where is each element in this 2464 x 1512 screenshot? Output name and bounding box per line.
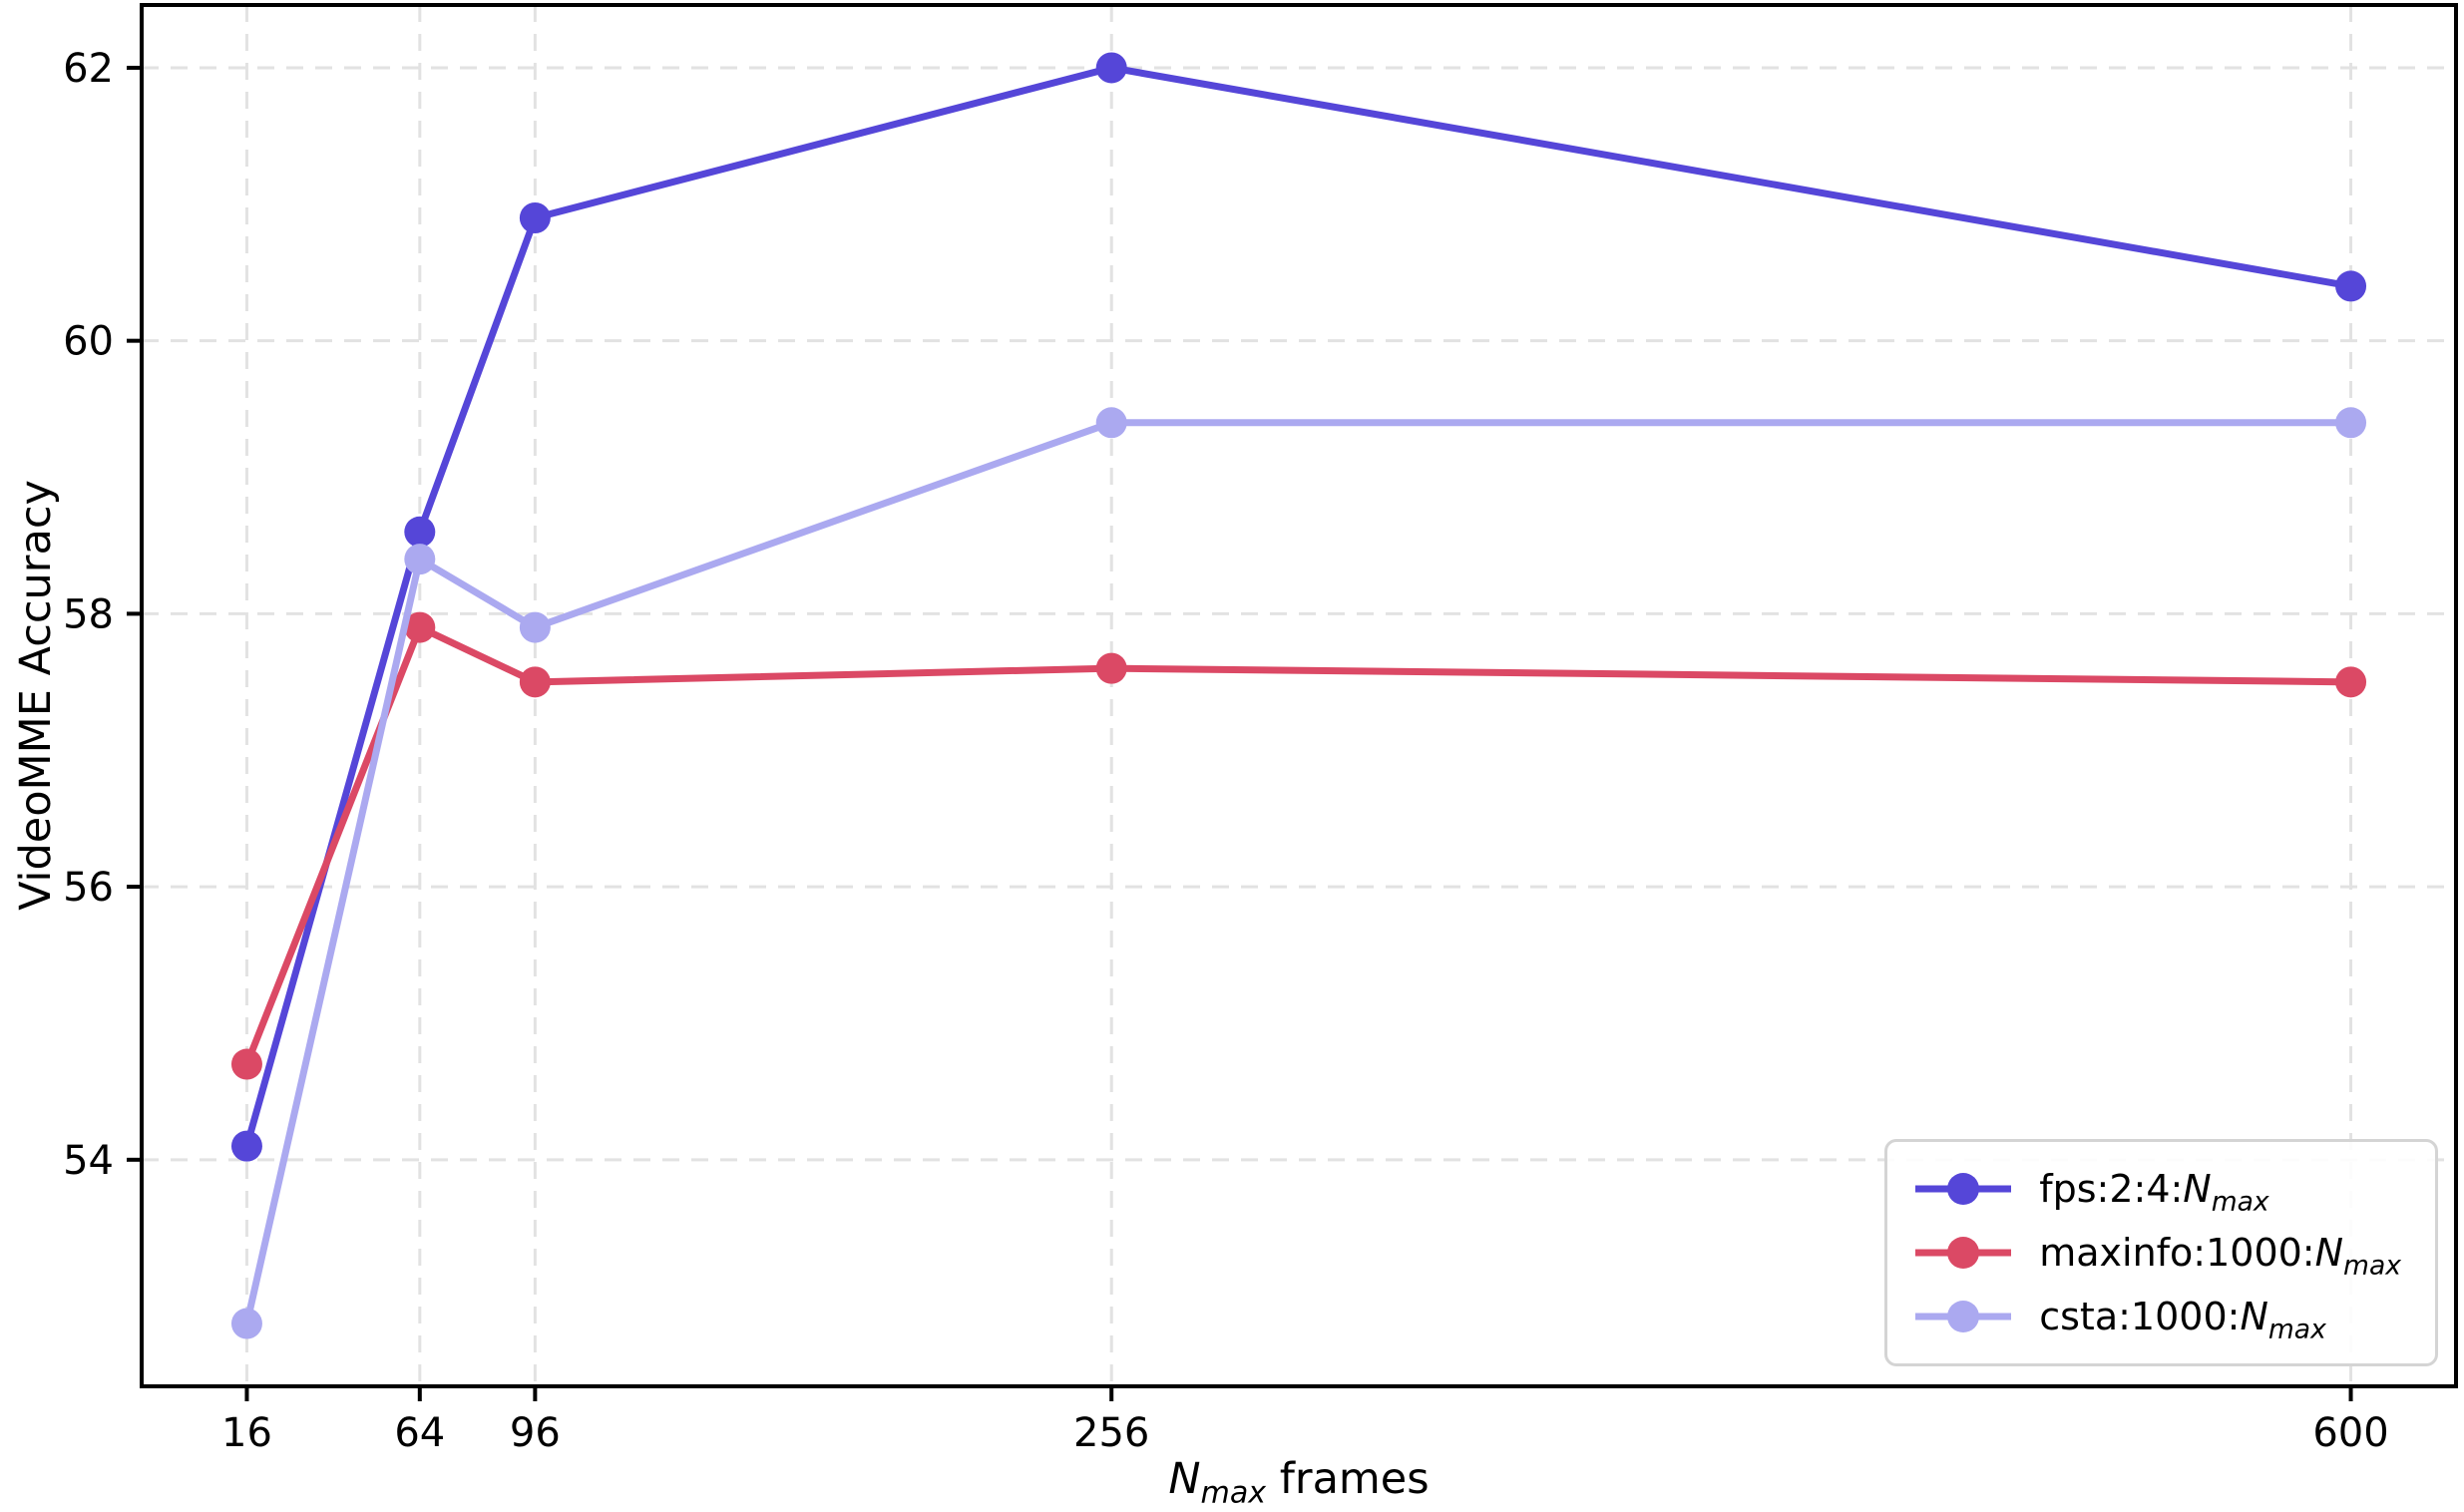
tick-marks — [127, 65, 2353, 1401]
y-tick-label: 54 — [63, 1138, 114, 1184]
x-tick-label: 600 — [2312, 1410, 2388, 1456]
x-tick-label: 96 — [510, 1410, 561, 1456]
legend-item-csta: csta:1000:Nmax — [1913, 1288, 2401, 1345]
legend-item-maxinfo: maxinfo:1000:Nmax — [1913, 1224, 2401, 1282]
y-tick-label: 60 — [63, 319, 114, 365]
data-point — [230, 1130, 262, 1162]
legend-label: maxinfo:1000:Nmax — [2039, 1231, 2401, 1282]
legend-line-marker-icon — [1915, 1173, 2012, 1205]
data-point — [2335, 270, 2367, 302]
data-point — [1095, 652, 1127, 684]
data-point — [519, 666, 551, 698]
x-axis-label-var: N — [1168, 1454, 1201, 1504]
x-tick-label: 16 — [221, 1410, 272, 1456]
data-point — [404, 611, 436, 643]
data-point — [2335, 407, 2367, 439]
axes-frame — [140, 3, 2458, 1388]
x-axis-label-rest: frames — [1266, 1454, 1430, 1504]
x-axis-label: Nmax frames — [1168, 1454, 1430, 1508]
data-point — [519, 201, 551, 233]
x-axis-label-sub: max — [1200, 1475, 1267, 1511]
data-point — [1095, 52, 1127, 84]
data-point — [519, 611, 551, 643]
y-axis-label: VideoMME Accuracy — [11, 480, 61, 911]
x-tick-label: 64 — [394, 1410, 445, 1456]
data-point — [2335, 666, 2367, 698]
legend-item-fps: fps:2:4:Nmax — [1913, 1160, 2401, 1218]
series-line-maxinfo1000 — [242, 623, 2355, 1068]
series-line-fps24 — [242, 64, 2355, 1150]
legend-label: fps:2:4:Nmax — [2039, 1167, 2269, 1218]
x-tick-label: 256 — [1073, 1410, 1149, 1456]
data-point — [404, 516, 436, 548]
legend-line-marker-icon — [1915, 1237, 2012, 1269]
legend-label: csta:1000:Nmax — [2039, 1295, 2326, 1345]
data-point — [404, 544, 436, 575]
legend-line-marker-icon — [1915, 1301, 2012, 1332]
y-tick-label: 56 — [63, 865, 114, 911]
data-point — [1095, 407, 1127, 439]
grid — [142, 5, 2456, 1386]
y-tick-label: 62 — [63, 46, 114, 92]
data-point — [230, 1048, 262, 1080]
data-point — [230, 1308, 262, 1339]
y-tick-label: 58 — [63, 591, 114, 637]
legend: fps:2:4:Nmax maxinfo:1000:Nmax csta:1000… — [1884, 1139, 2438, 1366]
